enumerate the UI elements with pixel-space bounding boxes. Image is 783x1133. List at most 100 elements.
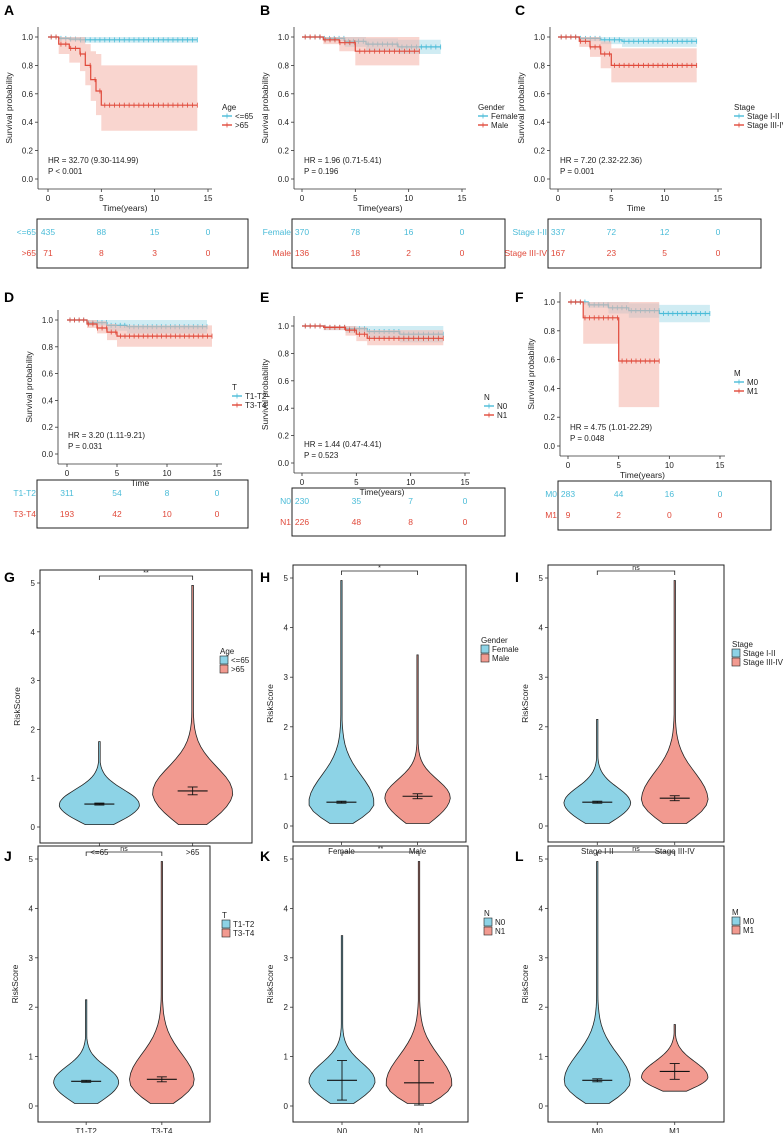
risk-row-label: M0 xyxy=(545,489,557,499)
risk-row-label: Stage I-II xyxy=(513,227,548,237)
y-tick-label: 4 xyxy=(539,624,544,633)
hazard-ratio: HR = 1.44 (0.47-4.41) xyxy=(304,440,382,449)
y-tick-label: 0.0 xyxy=(278,175,290,184)
risk-count: 0 xyxy=(716,227,721,237)
panel-label: J xyxy=(4,848,12,864)
violin-female xyxy=(308,580,375,824)
risk-count: 0 xyxy=(463,496,468,506)
risk-count: 72 xyxy=(607,227,617,237)
x-axis-title: Time(years) xyxy=(102,203,147,213)
significance-label: * xyxy=(378,565,381,572)
legend-title: Gender xyxy=(478,103,505,112)
y-tick-label: 2 xyxy=(31,725,36,734)
risk-count: 0 xyxy=(716,248,721,258)
legend-title: T xyxy=(232,383,237,392)
legend-title: Age xyxy=(220,647,235,656)
hazard-ratio: HR = 4.75 (1.01-22.29) xyxy=(570,423,652,432)
legend-label: Stage III-IV xyxy=(747,121,783,130)
x-axis-title: Time(years) xyxy=(357,203,402,213)
y-axis-title: Survival probability xyxy=(260,358,270,430)
x-tick-label: 0 xyxy=(566,461,571,470)
violin-stage-i-ii xyxy=(563,719,632,824)
x-tick-label: T1-T2 xyxy=(75,1127,97,1133)
risk-row-label: M1 xyxy=(545,510,557,520)
x-tick-label: 5 xyxy=(353,194,358,203)
plot-frame xyxy=(292,845,469,1123)
legend-title: M xyxy=(734,369,741,378)
violin--65 xyxy=(152,585,234,825)
x-axis-title: Time(years) xyxy=(359,487,404,497)
y-tick-label: 5 xyxy=(284,574,289,583)
x-tick-label: N1 xyxy=(414,1127,425,1133)
x-tick-label: 5 xyxy=(115,469,120,478)
risk-count: 7 xyxy=(408,496,413,506)
x-tick-label: 0 xyxy=(65,469,70,478)
y-tick-label: 4 xyxy=(31,628,36,637)
y-tick-label: 0.6 xyxy=(278,90,290,99)
legend-label: T3-T4 xyxy=(233,929,255,938)
plot-frame xyxy=(39,569,253,844)
x-tick-label: Stage I-II xyxy=(581,847,613,856)
x-tick-label: 10 xyxy=(150,194,159,203)
panel-label: F xyxy=(515,289,524,305)
risk-count: 0 xyxy=(206,248,211,258)
legend-swatch xyxy=(480,653,490,663)
y-tick-label: 4 xyxy=(284,624,289,633)
p-value: P = 0.001 xyxy=(560,167,595,176)
y-axis-title: RiskScore xyxy=(265,964,275,1003)
risk-row-label: >65 xyxy=(22,248,37,258)
risk-count: 88 xyxy=(97,227,107,237)
risk-row-label: N1 xyxy=(280,517,291,527)
y-tick-label: 1 xyxy=(29,1053,34,1062)
plot-frame xyxy=(292,564,467,843)
legend-label: T1-T2 xyxy=(233,920,255,929)
p-value: P = 0.523 xyxy=(304,451,339,460)
x-tick-label: 15 xyxy=(213,469,222,478)
violin-male xyxy=(384,654,451,824)
risk-row-label: <=65 xyxy=(17,227,37,237)
legend-label: Stage I-II xyxy=(743,649,775,658)
risk-count: 5 xyxy=(662,248,667,258)
risk-count: 16 xyxy=(665,489,675,499)
x-tick-label: 5 xyxy=(609,194,614,203)
risk-table-box xyxy=(291,218,506,269)
x-tick-label: Male xyxy=(409,847,427,856)
y-tick-label: 0.2 xyxy=(544,413,556,422)
x-tick-label: 15 xyxy=(204,194,213,203)
x-tick-label: 5 xyxy=(99,194,104,203)
y-axis-title: Survival probability xyxy=(260,72,270,144)
y-tick-label: 0.8 xyxy=(278,61,290,70)
panel-label: B xyxy=(260,2,270,18)
y-axis-title: RiskScore xyxy=(520,684,530,723)
x-axis-title: Time xyxy=(131,478,150,488)
legend-label: Stage I-II xyxy=(747,112,779,121)
y-tick-label: 0.0 xyxy=(534,175,546,184)
panel-label: L xyxy=(515,848,524,864)
y-tick-label: 2 xyxy=(539,1003,544,1012)
significance-label: ns xyxy=(632,846,640,853)
hazard-ratio: HR = 3.20 (1.11-9.21) xyxy=(68,431,145,440)
significance-bracket xyxy=(98,575,194,580)
y-tick-label: 0.2 xyxy=(42,423,54,432)
legend-label: Female xyxy=(491,112,518,121)
significance-label: ns xyxy=(632,565,640,572)
y-tick-label: 0.2 xyxy=(22,147,34,156)
significance-label: ** xyxy=(143,570,149,577)
x-tick-label: <=65 xyxy=(90,848,109,857)
risk-count: 226 xyxy=(295,517,309,527)
x-tick-label: 15 xyxy=(714,194,723,203)
significance-label: ** xyxy=(378,846,384,853)
y-tick-label: 1 xyxy=(539,772,544,781)
km-panel-e: E 0.0 0.2 0.4 0.6 0.8 1.0 0 5 10 15 Time(years) Surv… xyxy=(260,289,508,537)
y-tick-label: 3 xyxy=(539,954,544,963)
y-tick-label: 1.0 xyxy=(22,33,34,42)
risk-count: 9 xyxy=(566,510,571,520)
risk-count: 337 xyxy=(551,227,565,237)
y-tick-label: 0.8 xyxy=(42,343,54,352)
y-tick-label: 2 xyxy=(539,723,544,732)
risk-count: 283 xyxy=(561,489,575,499)
